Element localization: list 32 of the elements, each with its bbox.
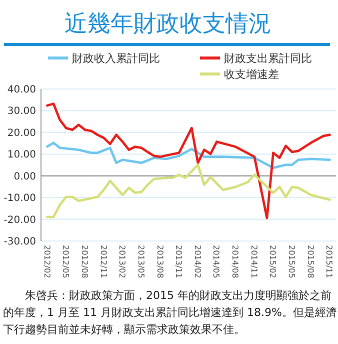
- x-tick-label: 2012/08: [80, 245, 89, 278]
- line-series: [46, 102, 331, 220]
- x-tick-label: 2014/11: [249, 245, 258, 278]
- x-tick-label: 2015/11: [324, 245, 334, 278]
- x-tick-label: 2013/08: [155, 245, 164, 278]
- legend-label: 財政支出累計同比: [224, 52, 312, 65]
- x-tick-label: 2015/02: [268, 245, 278, 278]
- x-tick-label: 2014/05: [212, 245, 221, 278]
- y-tick-label: 40.00: [7, 84, 36, 96]
- line-series: [46, 164, 331, 218]
- line-series: [46, 142, 331, 170]
- text: 朱啓兵：財政政策方面，2015 年的財政支出力度明顯強於之前的年度，1 月至 11 月財政支出累計同比增速達到 18.9%。但是經濟下行趨勢目前並未好轉，顯示需求政策效果不佳。: [3, 288, 337, 338]
- x-tick-label: 2015/05: [287, 245, 296, 278]
- x-tick-label: 2014/08: [230, 245, 240, 278]
- legend-label: 收支增速差: [224, 68, 279, 81]
- y-tick-label: 30.00: [7, 106, 36, 118]
- legend-label: 財政收入累計同比: [72, 52, 160, 65]
- y-tick-label: 0.00: [14, 171, 36, 182]
- x-tick-label: 2013/02: [118, 245, 127, 278]
- x-tick-label: 2012/02: [42, 245, 52, 278]
- x-tick-label: 2014/02: [192, 245, 202, 278]
- x-tick-label: 2012/11: [98, 245, 108, 278]
- x-tick-label: 2012/05: [61, 245, 70, 278]
- x-tick-label: 2013/11: [174, 245, 184, 278]
- y-tick-label: 20.00: [7, 128, 36, 139]
- y-tick-label: 10.00: [7, 150, 36, 161]
- y-tick-label: -10.00: [4, 193, 36, 204]
- y-tick-label: -20.00: [4, 214, 36, 226]
- x-tick-label: 2013/05: [136, 245, 146, 278]
- chart-title: 近幾年財政收支情況: [64, 11, 272, 37]
- x-tick-label: 2015/08: [306, 245, 315, 278]
- y-tick-label: -30.00: [4, 236, 36, 248]
